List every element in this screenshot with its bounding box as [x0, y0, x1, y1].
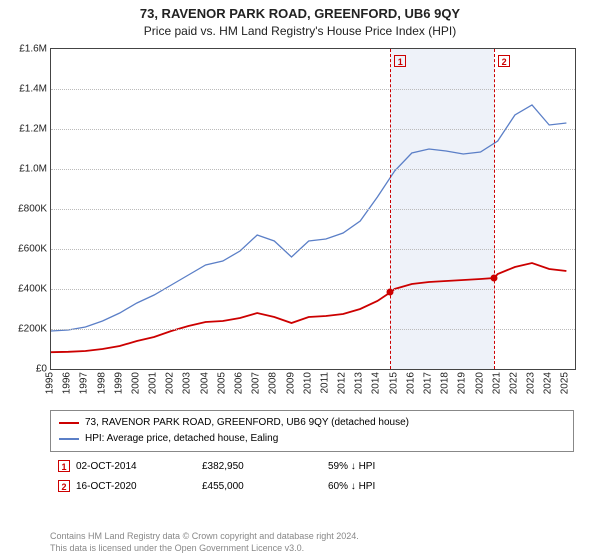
sale-date: 16-OCT-2020	[76, 481, 196, 492]
x-tick-label: 2009	[285, 372, 296, 394]
series-line	[51, 105, 566, 331]
x-tick-label: 2004	[199, 372, 210, 394]
y-tick-label: £400K	[18, 284, 47, 295]
x-tick-label: 2023	[526, 372, 537, 394]
x-tick-label: 2002	[165, 372, 176, 394]
legend-box: 73, RAVENOR PARK ROAD, GREENFORD, UB6 9Q…	[50, 410, 574, 452]
sale-row-marker: 1	[58, 460, 70, 472]
y-gridline	[51, 329, 575, 330]
sale-date: 02-OCT-2014	[76, 461, 196, 472]
y-tick-label: £1.6M	[19, 44, 47, 55]
sale-vs-hpi: 59% ↓ HPI	[328, 461, 448, 472]
x-tick-label: 2012	[337, 372, 348, 394]
y-gridline	[51, 289, 575, 290]
footer-line-2: This data is licensed under the Open Gov…	[50, 542, 574, 554]
legend-label-1: 73, RAVENOR PARK ROAD, GREENFORD, UB6 9Q…	[85, 415, 409, 431]
chart-title: 73, RAVENOR PARK ROAD, GREENFORD, UB6 9Q…	[0, 6, 600, 21]
x-tick-label: 2015	[388, 372, 399, 394]
sales-table: 1 02-OCT-2014 £382,950 59% ↓ HPI 2 16-OCT-202…	[50, 460, 574, 492]
x-tick-label: 2010	[302, 372, 313, 394]
x-tick-label: 2006	[233, 372, 244, 394]
attribution-footer: Contains HM Land Registry data © Crown c…	[50, 530, 574, 554]
sale-marker-line	[494, 49, 495, 369]
chart-subtitle: Price paid vs. HM Land Registry's House …	[0, 24, 600, 38]
chart-plot-area: £0£200K£400K£600K£800K£1.0M£1.2M£1.4M£1.…	[50, 48, 576, 370]
sale-row-marker: 2	[58, 480, 70, 492]
sale-point-dot	[387, 289, 394, 296]
x-tick-label: 2011	[319, 372, 330, 394]
legend-row-1: 73, RAVENOR PARK ROAD, GREENFORD, UB6 9Q…	[59, 415, 565, 431]
x-tick-label: 2019	[457, 372, 468, 394]
x-tick-label: 1998	[96, 372, 107, 394]
sale-row: 2 16-OCT-2020 £455,000 60% ↓ HPI	[50, 480, 574, 492]
sale-price: £382,950	[202, 461, 322, 472]
x-tick-label: 2013	[354, 372, 365, 394]
y-gridline	[51, 169, 575, 170]
y-tick-label: £1.0M	[19, 164, 47, 175]
y-gridline	[51, 209, 575, 210]
x-tick-label: 1997	[79, 372, 90, 394]
x-tick-label: 2000	[130, 372, 141, 394]
x-tick-label: 2014	[371, 372, 382, 394]
x-tick-label: 2018	[440, 372, 451, 394]
sale-marker-box: 1	[394, 55, 406, 67]
x-tick-label: 1996	[62, 372, 73, 394]
x-tick-label: 2003	[182, 372, 193, 394]
y-tick-label: £600K	[18, 244, 47, 255]
x-tick-label: 2017	[422, 372, 433, 394]
x-tick-label: 2016	[405, 372, 416, 394]
legend-swatch-2	[59, 438, 79, 440]
x-tick-label: 2020	[474, 372, 485, 394]
x-tick-label: 2025	[560, 372, 571, 394]
x-tick-label: 2024	[543, 372, 554, 394]
sale-price: £455,000	[202, 481, 322, 492]
y-tick-label: £800K	[18, 204, 47, 215]
x-tick-label: 2021	[491, 372, 502, 394]
x-tick-label: 2022	[508, 372, 519, 394]
legend-and-sales: 73, RAVENOR PARK ROAD, GREENFORD, UB6 9Q…	[50, 410, 574, 492]
legend-swatch-1	[59, 422, 79, 424]
sale-marker-line	[390, 49, 391, 369]
sale-marker-box: 2	[498, 55, 510, 67]
x-tick-label: 1995	[45, 372, 56, 394]
x-tick-label: 2007	[251, 372, 262, 394]
y-gridline	[51, 249, 575, 250]
legend-row-2: HPI: Average price, detached house, Eali…	[59, 431, 565, 447]
x-tick-label: 2005	[216, 372, 227, 394]
legend-label-2: HPI: Average price, detached house, Eali…	[85, 431, 278, 447]
sale-vs-hpi: 60% ↓ HPI	[328, 481, 448, 492]
sale-row: 1 02-OCT-2014 £382,950 59% ↓ HPI	[50, 460, 574, 472]
x-tick-label: 2008	[268, 372, 279, 394]
x-tick-label: 1999	[113, 372, 124, 394]
sale-point-dot	[491, 275, 498, 282]
y-tick-label: £200K	[18, 324, 47, 335]
y-gridline	[51, 89, 575, 90]
y-tick-label: £1.4M	[19, 84, 47, 95]
x-tick-label: 2001	[148, 372, 159, 394]
footer-line-1: Contains HM Land Registry data © Crown c…	[50, 530, 574, 542]
y-tick-label: £1.2M	[19, 124, 47, 135]
y-gridline	[51, 129, 575, 130]
